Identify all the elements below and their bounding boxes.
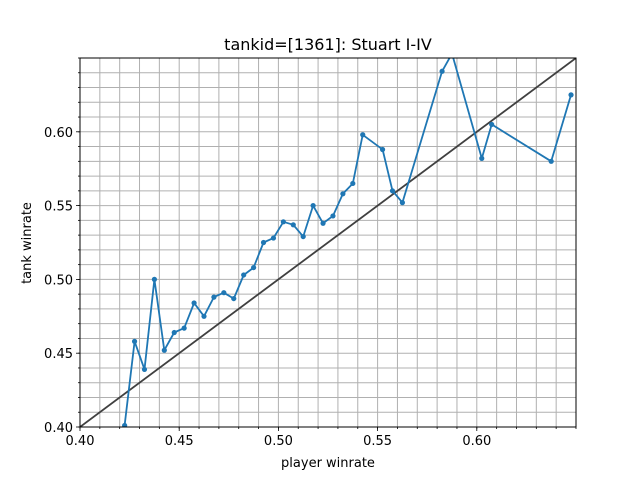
data-point (310, 203, 316, 209)
data-point (161, 347, 167, 353)
data-point (260, 239, 267, 246)
data-point (131, 338, 138, 344)
data-point (320, 220, 326, 226)
x-tick-label: 0.45 (165, 434, 194, 449)
data-point (449, 51, 454, 56)
data-point (221, 290, 227, 296)
data-point (568, 92, 574, 98)
data-point (330, 213, 336, 219)
y-tick-label: 0.45 (44, 347, 73, 362)
x-axis-label: player winrate (281, 456, 375, 471)
reference-line (80, 58, 576, 427)
data-point (181, 325, 187, 331)
data-point (399, 200, 405, 206)
y-axis-label: tank winrate (20, 202, 35, 284)
data-point (290, 222, 296, 228)
y-tick-label: 0.50 (44, 273, 73, 288)
data-point (241, 272, 247, 278)
reference-line-layer (80, 58, 576, 427)
x-tick-label: 0.50 (264, 434, 293, 449)
chart-title: tankid=[1361]: Stuart I-IV (224, 35, 432, 54)
data-point (171, 329, 177, 336)
data-point (439, 68, 445, 74)
data-point (270, 235, 277, 241)
plot-frame (79, 57, 577, 428)
y-tick-label: 0.55 (44, 200, 73, 215)
series-layer (122, 51, 574, 427)
data-point (280, 219, 286, 225)
data-point (379, 146, 386, 153)
series-line (123, 58, 572, 426)
axis-ticks: 0.40 0.45 0.50 0.55 0.60 0.40 0.45 0.50 0.55 0.60 (44, 57, 577, 449)
data-point (479, 155, 485, 161)
data-point (251, 264, 257, 271)
data-point (489, 121, 495, 128)
data-point (300, 233, 306, 240)
y-tick-label: 0.40 (44, 421, 73, 436)
data-point (231, 295, 237, 302)
data-point (151, 276, 157, 282)
x-tick-label: 0.40 (66, 434, 95, 449)
data-point (548, 158, 554, 164)
data-point (122, 422, 128, 427)
data-point (211, 294, 217, 300)
x-tick-label: 0.55 (363, 434, 392, 449)
y-tick-label: 0.60 (44, 126, 73, 141)
data-point (141, 366, 148, 373)
data-point (360, 132, 366, 138)
x-tick-label: 0.60 (462, 434, 491, 449)
data-point (350, 180, 356, 187)
data-point (201, 313, 207, 319)
grid (79, 57, 577, 428)
data-point (389, 188, 396, 194)
data-point (191, 300, 197, 306)
data-point (340, 191, 346, 197)
